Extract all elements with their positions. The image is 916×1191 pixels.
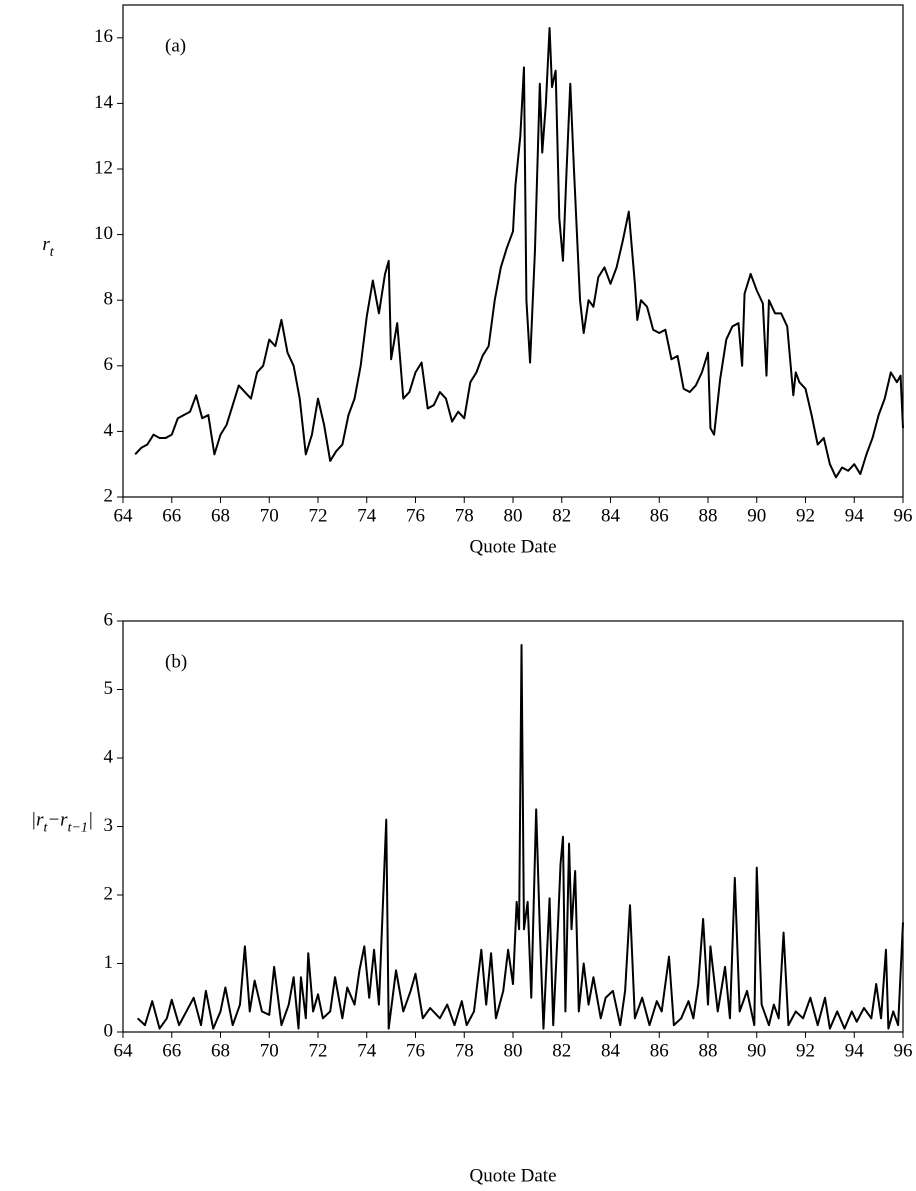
panel-label: (a) [165, 35, 186, 56]
x-tick-label: 80 [504, 1040, 523, 1061]
x-tick-label: 86 [650, 505, 669, 526]
y-tick-label: 12 [94, 157, 113, 178]
x-tick-label: 96 [894, 505, 913, 526]
x-tick-label: 84 [601, 505, 621, 526]
y-label-part: −r [47, 810, 68, 831]
y-tick-label: 8 [104, 289, 114, 310]
x-tick-label: 88 [699, 1040, 718, 1061]
x-tick-label: 66 [162, 505, 181, 526]
x-tick-label: 86 [650, 1040, 669, 1061]
x-tick-label: 70 [260, 505, 279, 526]
y-label-part: |r [31, 810, 44, 831]
y-tick-label: 1 [104, 952, 114, 973]
x-tick-label: 76 [406, 505, 425, 526]
x-tick-label: 64 [114, 1040, 134, 1061]
y-label-part: t [43, 821, 48, 836]
y-label-part: r [42, 234, 50, 255]
x-tick-label: 74 [357, 1040, 377, 1061]
x-tick-label: 92 [796, 505, 815, 526]
x-tick-label: 78 [455, 505, 474, 526]
y-tick-label: 3 [104, 815, 114, 836]
x-axis-label: Quote Date [469, 1165, 556, 1186]
x-tick-label: 90 [747, 505, 766, 526]
y-tick-label: 14 [94, 92, 114, 113]
x-tick-label: 92 [796, 1040, 815, 1061]
y-tick-label: 0 [104, 1020, 114, 1041]
y-tick-label: 5 [104, 678, 114, 699]
y-label-part: t [50, 245, 55, 260]
x-tick-label: 68 [211, 1040, 230, 1061]
x-tick-label: 90 [747, 1040, 766, 1061]
x-tick-label: 76 [406, 1040, 425, 1061]
data-line [134, 26, 904, 479]
x-tick-label: 82 [552, 1040, 571, 1061]
x-tick-label: 94 [845, 505, 865, 526]
x-tick-label: 80 [504, 505, 523, 526]
y-tick-label: 4 [104, 746, 114, 767]
plot-frame [122, 4, 904, 498]
y-axis-label: |rt−rt−1| [31, 810, 93, 836]
x-tick-label: 74 [357, 505, 377, 526]
x-tick-label: 70 [260, 1040, 279, 1061]
x-axis-label: Quote Date [469, 536, 556, 557]
x-tick-label: 96 [894, 1040, 913, 1061]
y-axis-label: rt [42, 234, 54, 260]
y-tick-label: 10 [94, 223, 113, 244]
x-tick-label: 94 [845, 1040, 865, 1061]
x-tick-label: 78 [455, 1040, 474, 1061]
y-tick-label: 6 [104, 354, 114, 375]
y-label-part: | [88, 810, 93, 831]
x-tick-label: 64 [114, 505, 134, 526]
x-tick-label: 82 [552, 505, 571, 526]
x-tick-label: 72 [309, 505, 328, 526]
data-line [136, 643, 904, 1030]
y-label-part: t−1 [68, 821, 88, 836]
x-tick-label: 66 [162, 1040, 181, 1061]
x-tick-label: 72 [309, 1040, 328, 1061]
x-tick-label: 68 [211, 505, 230, 526]
y-tick-label: 16 [94, 26, 113, 47]
x-tick-label: 84 [601, 1040, 621, 1061]
y-tick-label: 4 [104, 420, 114, 441]
y-tick-label: 6 [104, 609, 114, 630]
y-tick-label: 2 [104, 485, 114, 506]
panel-label: (b) [165, 651, 187, 672]
x-tick-label: 88 [699, 505, 718, 526]
y-tick-label: 2 [104, 883, 114, 904]
